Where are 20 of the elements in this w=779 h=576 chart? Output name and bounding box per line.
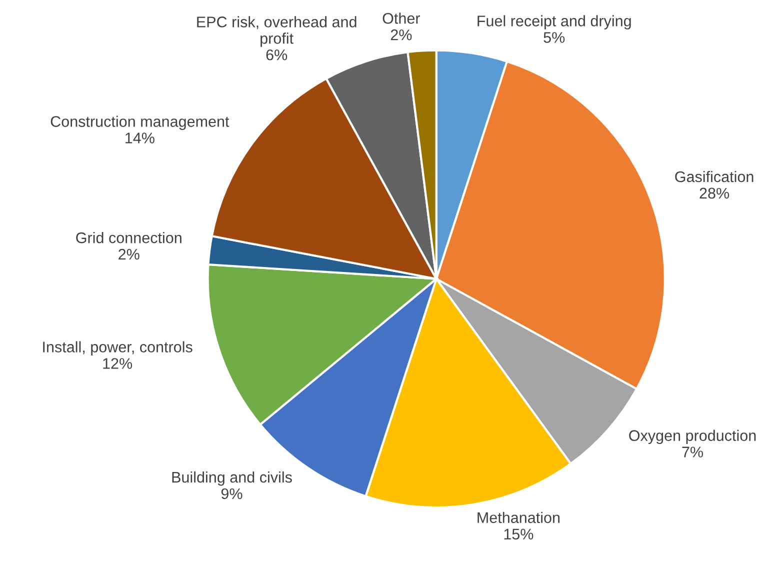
slice-label: Other bbox=[382, 12, 420, 24]
slice-label: Gasification bbox=[675, 170, 754, 182]
slice-label: Building and civils bbox=[172, 471, 292, 486]
slice-label: Oxygen production bbox=[629, 430, 756, 444]
data-label: 2% bbox=[118, 248, 140, 260]
slice-label: EPC risk, overhead and profit bbox=[197, 16, 356, 47]
data-label: 5% bbox=[544, 32, 565, 43]
slice-label: Grid connection bbox=[76, 232, 182, 244]
data-label: 28% bbox=[700, 188, 730, 199]
data-label: 14% bbox=[126, 132, 154, 144]
slice-label: Construction management bbox=[50, 116, 230, 130]
data-label: 9% bbox=[221, 488, 242, 500]
data-label: 7% bbox=[682, 446, 703, 458]
slice-label: Methanation bbox=[478, 512, 560, 524]
slice-label: Install, power, controls bbox=[43, 341, 192, 356]
slice-label: Fuel receipt and drying bbox=[478, 15, 631, 30]
data-label: 15% bbox=[504, 528, 534, 540]
data-label: 12% bbox=[103, 358, 132, 369]
data-label: 6% bbox=[266, 49, 288, 60]
data-label: 2% bbox=[390, 29, 412, 40]
